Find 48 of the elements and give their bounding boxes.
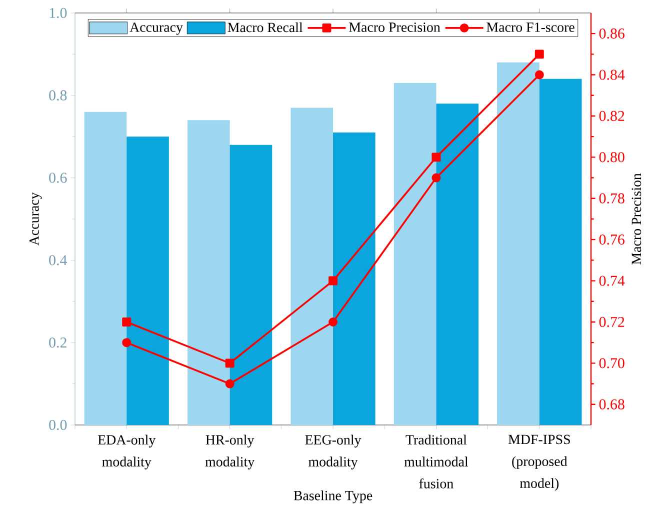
y-tick-label: 0.4 bbox=[49, 255, 67, 266]
x-tick-label: HR-only modality bbox=[205, 434, 255, 470]
bar bbox=[290, 108, 334, 425]
point bbox=[225, 358, 234, 368]
point bbox=[122, 338, 132, 348]
y2-tick-label: 0.80 bbox=[599, 152, 624, 162]
legend-label: Macro Recall bbox=[228, 22, 303, 32]
bar bbox=[126, 136, 169, 425]
point bbox=[534, 50, 544, 59]
bar bbox=[497, 62, 540, 425]
y-tick-label: 1.0 bbox=[50, 8, 67, 18]
y2-axis-title: Macro Precision bbox=[632, 173, 642, 264]
bar bbox=[394, 83, 436, 425]
point bbox=[122, 318, 132, 326]
y2-tick-label: 0.84 bbox=[599, 70, 625, 80]
y-tick-label: 0.0 bbox=[49, 420, 67, 430]
bar bbox=[230, 144, 272, 425]
x-tick-label: MDF-IPSS (proposed model) bbox=[508, 434, 570, 491]
bar bbox=[333, 132, 376, 425]
point bbox=[225, 379, 234, 388]
y2-tick-label: 0.78 bbox=[599, 193, 624, 204]
y2-tick-label: 0.74 bbox=[599, 276, 625, 286]
y2-tick-label: 0.86 bbox=[599, 28, 624, 39]
legend-label: Macro F1-score bbox=[486, 22, 574, 32]
x-tick-label: EDA-only modality bbox=[98, 434, 156, 470]
y-axis-title: Accuracy bbox=[29, 192, 42, 246]
x-tick-label: EEG-only modality bbox=[305, 434, 362, 470]
legend-label: Macro Precision bbox=[349, 22, 440, 32]
y-tick-label: 0.8 bbox=[49, 90, 67, 100]
y2-tick-label: 0.68 bbox=[599, 399, 624, 410]
point bbox=[328, 318, 338, 326]
point bbox=[432, 152, 441, 162]
y2-tick-label: 0.76 bbox=[599, 234, 624, 245]
bar bbox=[84, 112, 127, 425]
y2-tick-label: 0.82 bbox=[599, 110, 624, 122]
y2-tick-label: 0.72 bbox=[599, 316, 624, 328]
y-tick-label: 0.2 bbox=[49, 338, 66, 348]
point bbox=[328, 276, 338, 286]
y-tick-label: 0.6 bbox=[49, 172, 67, 183]
bar bbox=[539, 78, 582, 425]
legend-label: Accuracy bbox=[130, 22, 183, 35]
bar bbox=[187, 120, 230, 425]
x-axis-title: Baseline Type bbox=[294, 490, 372, 504]
point bbox=[534, 70, 544, 80]
y2-tick-label: 0.70 bbox=[599, 358, 624, 368]
x-tick-label: Traditional multimodal fusion bbox=[404, 434, 468, 488]
bar bbox=[436, 104, 479, 425]
point bbox=[432, 173, 441, 182]
